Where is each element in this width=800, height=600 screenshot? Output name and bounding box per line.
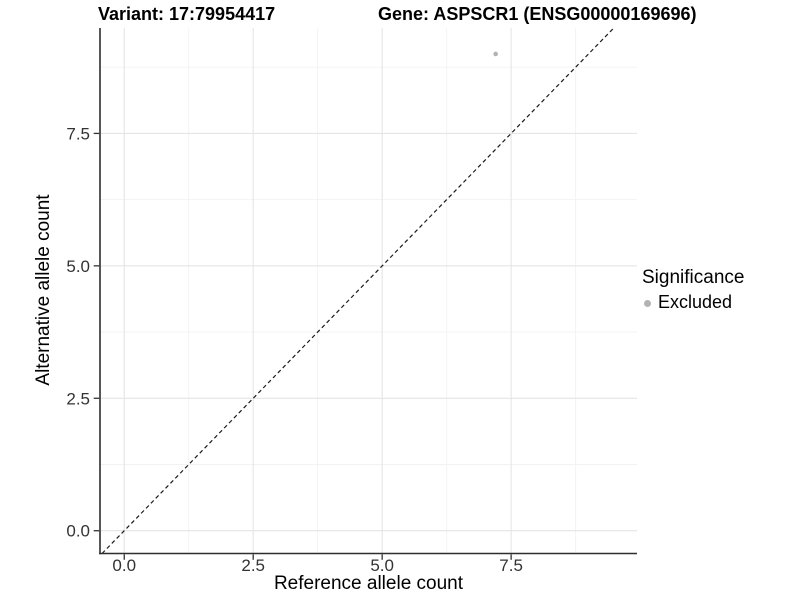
y-tick-label: 2.5 — [66, 389, 90, 408]
y-axis-title: Alternative allele count — [33, 194, 54, 386]
legend-point-icon — [644, 299, 651, 307]
y-tick-label: 5.0 — [66, 257, 90, 276]
y-tick-label: 7.5 — [66, 124, 90, 143]
x-tick-label: 0.0 — [112, 556, 136, 575]
gene-title: Gene: ASPSCR1 (ENSG00000169696) — [378, 4, 697, 24]
x-tick-label: 5.0 — [370, 556, 394, 575]
identity-line — [101, 27, 615, 554]
x-tick-label: 2.5 — [241, 556, 265, 575]
legend-item-label: Excluded — [658, 291, 733, 312]
legend-title: Significance — [642, 267, 745, 288]
x-tick-label: 7.5 — [499, 556, 523, 575]
y-tick-label: 0.0 — [66, 522, 90, 541]
legend-item-excluded: Excluded — [642, 292, 744, 313]
legend: Significance Excluded — [642, 266, 744, 313]
x-axis-title: Reference allele count — [273, 573, 464, 594]
variant-title: Variant: 17:79954417 — [98, 4, 276, 24]
data-point — [493, 51, 498, 57]
